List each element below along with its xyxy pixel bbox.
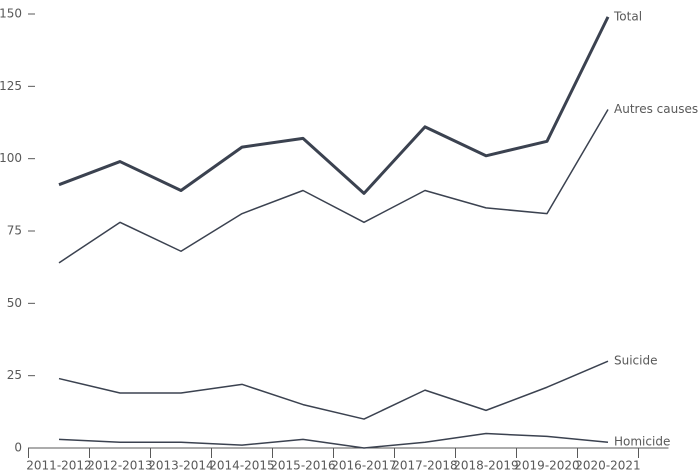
x-tick-label: 2020-2021 <box>575 459 640 473</box>
series-line <box>58 360 609 420</box>
x-tick-label: 2011-2012 <box>26 459 91 473</box>
y-tick-label: 150 <box>0 7 22 21</box>
series-label: Suicide <box>614 354 658 368</box>
y-tick-label: 50 <box>7 296 22 310</box>
x-tick-label: 2016-2017 <box>331 459 396 473</box>
x-tick-label: 2019-2020 <box>514 459 579 473</box>
series-line <box>58 432 609 449</box>
series-line <box>58 109 609 264</box>
series-label: Autres causes <box>614 102 698 116</box>
y-tick-label: 25 <box>7 368 22 382</box>
x-tick-label: 2013-2014 <box>148 459 213 473</box>
x-tick-label: 2014-2015 <box>209 459 274 473</box>
series-label: Homicide <box>614 435 670 449</box>
y-tick-label: 0 <box>14 441 22 455</box>
x-tick-label: 2017-2018 <box>392 459 457 473</box>
series-label: Total <box>613 9 642 23</box>
y-tick-label: 125 <box>0 79 22 93</box>
y-tick-label: 75 <box>7 224 22 238</box>
x-tick-label: 2015-2016 <box>270 459 335 473</box>
series-line <box>58 16 610 195</box>
x-tick-label: 2012-2013 <box>87 459 152 473</box>
y-tick-label: 100 <box>0 151 22 165</box>
x-tick-label: 2018-2019 <box>453 459 518 473</box>
